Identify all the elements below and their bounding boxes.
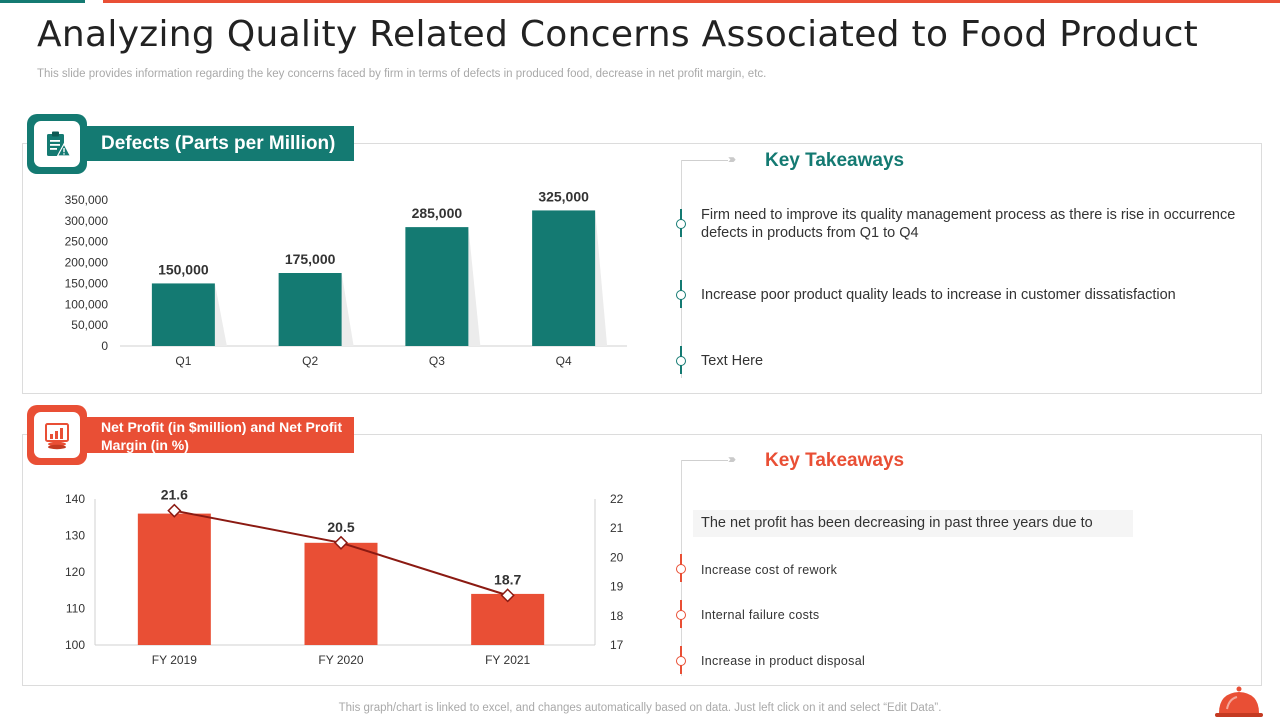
x-tick-label: FY 2021	[485, 653, 530, 667]
line-value-label: 21.6	[161, 487, 188, 503]
profit-combo-chart: 100 110 120 130 140 17 18 19 20 21 22 FY 2019 FY 202…	[65, 487, 624, 667]
y2-tick-label: 21	[610, 521, 624, 535]
chevrons-icon: ›››››	[728, 452, 736, 466]
profit-takeaway-2: Internal failure costs	[701, 608, 820, 622]
bar-value-label: 150,000	[158, 261, 209, 277]
defects-icon-badge	[27, 114, 87, 174]
top-accent-red	[103, 0, 1280, 3]
profit-intro: The net profit has been decreasing in pa…	[693, 510, 1133, 537]
y2-tick-label: 18	[610, 609, 624, 623]
y-tick-label: 350,000	[65, 193, 109, 207]
bar	[278, 273, 342, 346]
y-tick-label: 200,000	[65, 256, 109, 270]
slide-title: Analyzing Quality Related Concerns Assoc…	[37, 14, 1199, 55]
bar	[304, 542, 378, 645]
y-tick-label: 250,000	[65, 235, 109, 249]
y-tick-label: 140	[65, 492, 85, 506]
takeaways-arrow-line	[682, 160, 728, 161]
slide-footer-note: This graph/chart is linked to excel, and…	[338, 702, 942, 714]
x-tick-label: FY 2019	[152, 653, 197, 667]
timeline-dot	[676, 564, 686, 574]
timeline-dot	[676, 290, 686, 300]
line-value-label: 20.5	[327, 519, 354, 535]
defects-panel	[22, 143, 1262, 394]
profit-takeaway-3: Increase in product disposal	[701, 654, 866, 668]
bar-shadow	[341, 273, 354, 346]
service-bell-icon	[1215, 686, 1263, 717]
bar-value-label: 325,000	[538, 188, 589, 204]
y-tick-label: 50,000	[71, 318, 108, 332]
y-tick-label: 110	[66, 602, 85, 616]
timeline-dot	[676, 219, 686, 229]
chevrons-icon: ›››››	[728, 152, 736, 166]
line-value-label: 18.7	[494, 571, 521, 587]
defects-takeaway-1: Firm need to improve its quality managem…	[701, 207, 1236, 241]
y-tick-label: 100	[65, 638, 85, 652]
bar	[532, 210, 596, 346]
clipboard-warning-icon	[47, 131, 72, 157]
bar-shadow	[595, 210, 608, 346]
y-tick-label: 0	[101, 339, 108, 353]
takeaways-timeline	[681, 160, 682, 378]
profit-takeaways-title: Key Takeaways	[765, 450, 905, 471]
line-point	[167, 503, 182, 518]
y-tick-label: 150,000	[65, 276, 109, 290]
defects-takeaways-title: Key Takeaways	[765, 150, 905, 171]
timeline-dot	[676, 610, 686, 620]
bar	[405, 227, 469, 346]
y-tick-label: 130	[65, 529, 85, 543]
y-tick-label: 300,000	[65, 214, 109, 228]
bar-shadow	[214, 283, 227, 346]
profit-chart-icon	[45, 423, 69, 450]
profit-icon-badge	[27, 405, 87, 465]
profit-panel	[22, 434, 1262, 686]
takeaways-arrow-line	[682, 460, 728, 461]
timeline-dot	[676, 656, 686, 666]
y2-tick-label: 17	[610, 638, 624, 652]
defects-heading: Defects (Parts per Million)	[86, 126, 354, 161]
bar-shadow	[468, 227, 481, 346]
defects-takeaway-3: Text Here	[701, 353, 764, 369]
y2-tick-label: 22	[610, 492, 624, 506]
x-tick-label: FY 2020	[318, 653, 363, 667]
profit-heading: Net Profit (in $million) and Net Profit …	[86, 417, 354, 453]
defects-takeaway-2: Increase poor product quality leads to i…	[701, 287, 1176, 303]
defects-bar-chart: 0 50,000 100,000 150,000 200,000 250,000 300,0…	[65, 188, 627, 368]
slide-subtitle: This slide provides information regardin…	[37, 68, 767, 80]
x-tick-label: Q1	[175, 354, 191, 368]
line-point	[500, 588, 515, 603]
y2-tick-label: 19	[610, 580, 624, 594]
x-tick-label: Q2	[302, 354, 318, 368]
y-tick-label: 120	[65, 565, 85, 579]
bar-value-label: 175,000	[285, 251, 336, 267]
bar	[137, 513, 211, 645]
y-tick-label: 100,000	[65, 297, 109, 311]
x-tick-label: Q4	[556, 354, 572, 368]
timeline-dot	[676, 356, 686, 366]
profit-takeaway-1: Increase cost of rework	[701, 563, 838, 577]
y2-tick-label: 20	[610, 550, 624, 564]
x-tick-label: Q3	[429, 354, 445, 368]
bar	[151, 283, 215, 346]
bar-value-label: 285,000	[412, 205, 463, 221]
top-accent-teal	[0, 0, 85, 3]
line-point	[333, 535, 349, 550]
